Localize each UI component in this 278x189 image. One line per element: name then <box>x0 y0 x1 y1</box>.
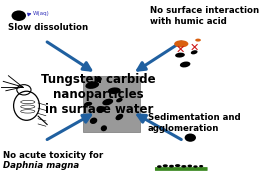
Ellipse shape <box>85 81 99 89</box>
Ellipse shape <box>169 165 174 168</box>
Ellipse shape <box>108 88 121 94</box>
Ellipse shape <box>174 40 188 47</box>
Text: Tungsten carbide
nanoparticles
in surface water: Tungsten carbide nanoparticles in surfac… <box>41 73 156 116</box>
Ellipse shape <box>163 164 168 167</box>
Circle shape <box>11 10 26 21</box>
Ellipse shape <box>187 165 192 167</box>
Ellipse shape <box>116 98 123 102</box>
Ellipse shape <box>181 165 187 168</box>
Text: No surface interaction
with humic acid: No surface interaction with humic acid <box>150 6 259 26</box>
Text: Daphnia magna: Daphnia magna <box>3 161 80 170</box>
Ellipse shape <box>102 99 113 105</box>
Ellipse shape <box>199 165 203 167</box>
Ellipse shape <box>175 53 185 58</box>
Ellipse shape <box>90 118 97 124</box>
Ellipse shape <box>180 61 190 67</box>
Ellipse shape <box>157 165 162 168</box>
Ellipse shape <box>175 164 180 167</box>
Ellipse shape <box>193 165 198 168</box>
Text: No acute toxicity for: No acute toxicity for <box>3 151 103 160</box>
Ellipse shape <box>97 106 106 113</box>
Ellipse shape <box>85 102 92 106</box>
Text: ✕: ✕ <box>190 43 199 53</box>
FancyBboxPatch shape <box>155 167 208 171</box>
Circle shape <box>185 133 196 142</box>
Ellipse shape <box>195 39 201 42</box>
Ellipse shape <box>191 50 198 54</box>
Text: W(aq): W(aq) <box>33 11 49 15</box>
Ellipse shape <box>101 125 107 131</box>
Text: ✕: ✕ <box>176 44 185 54</box>
Text: Slow dissolution: Slow dissolution <box>8 23 89 32</box>
FancyBboxPatch shape <box>83 76 140 132</box>
Text: Sedimentation and
agglomeration: Sedimentation and agglomeration <box>148 113 240 133</box>
Ellipse shape <box>115 114 123 120</box>
Ellipse shape <box>96 77 102 82</box>
